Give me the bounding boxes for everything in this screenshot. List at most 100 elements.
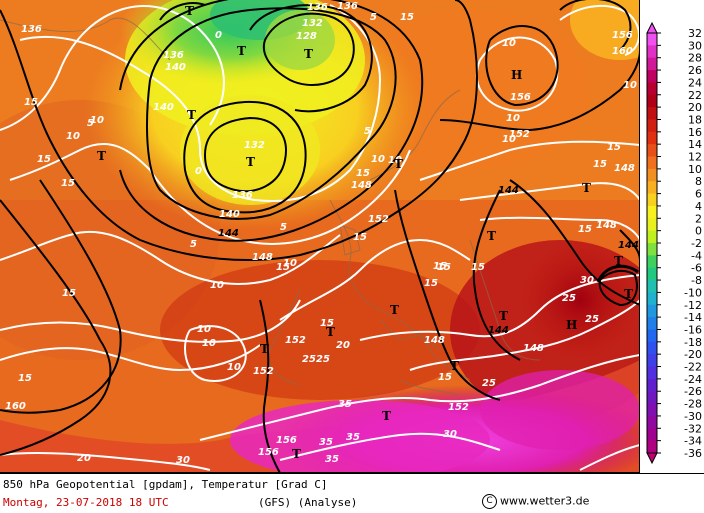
low-symbol: T: [624, 287, 633, 301]
legend-color-swatch: [647, 193, 657, 207]
isotherm-label: 35: [325, 454, 339, 465]
isotherm-label: 15: [424, 278, 438, 289]
legend-tick-label: -4: [691, 249, 702, 262]
geopotential-label: 132: [244, 140, 265, 151]
legend-tick-label: 0: [695, 225, 702, 238]
legend-color-swatch: [647, 317, 657, 330]
legend-color-swatch: [647, 243, 657, 256]
legend-tick-label: -2: [691, 237, 702, 250]
geopotential-label: 152: [448, 402, 469, 413]
geopotential-label-group: 136 140 136 132 128 136 140 136 132 140 …: [5, 1, 639, 458]
geopotential-label: 136: [337, 1, 358, 12]
geopotential-label: 136: [163, 50, 184, 61]
legend-tick-label: 20: [688, 101, 702, 114]
legend-tick-label: -32: [684, 422, 702, 435]
legend-color-swatch: [647, 181, 657, 195]
low-symbol: T: [292, 447, 301, 461]
isotherm-label: 15: [607, 142, 621, 153]
legend-tick-label: 24: [688, 76, 702, 89]
map-date: Montag, 23-07-2018 18 UTC: [3, 496, 169, 509]
geopotential-label: 160: [612, 46, 633, 57]
isotherm-label: 35: [346, 432, 360, 443]
map-footer: 850 hPa Geopotential [gpdam], Temperatur…: [0, 473, 704, 513]
isotherm-label: 15: [433, 261, 447, 272]
high-symbol: H: [511, 68, 522, 82]
legend-tick-label: 6: [695, 188, 702, 201]
isotherm-label: 30: [176, 455, 190, 466]
geopotential-label: 144: [498, 185, 519, 196]
isotherm-label: 35: [319, 437, 333, 448]
legend-tick-label: -30: [684, 410, 702, 423]
low-symbol: T: [614, 254, 623, 268]
isotherm-label: 30: [580, 275, 594, 286]
legend-color-swatch: [647, 428, 657, 442]
legend-color-swatch: [647, 378, 657, 392]
website-link[interactable]: www.wetter3.de: [500, 494, 590, 508]
isotherms: [0, 4, 639, 471]
legend-color-swatch: [647, 57, 657, 71]
isotherm-label: 15: [356, 168, 370, 179]
isotherm-label: 25: [302, 354, 316, 365]
geopotential-label: 148: [523, 343, 544, 354]
geopotential-label: 144: [218, 228, 239, 239]
legend-tick-label: -22: [684, 361, 702, 374]
isotherm-label: 15: [438, 372, 452, 383]
geopotential-label: 132: [302, 18, 323, 29]
geopotential-label: 136: [307, 2, 328, 13]
legend-color-swatch: [647, 131, 657, 145]
pressure-symbols: T T T T T T T T T T T T T T T T T H H T: [97, 4, 633, 461]
isotherm-label: 15: [353, 232, 367, 243]
geopotential-label: 128: [296, 31, 317, 42]
geopotential-label: 156: [258, 447, 279, 458]
geopotential-label: 148: [614, 163, 635, 174]
low-symbol: T: [394, 157, 403, 171]
isotherm-label: 10: [502, 134, 516, 145]
legend-color-swatch: [647, 329, 657, 343]
legend-tick-label: -24: [684, 373, 702, 386]
low-symbol: T: [390, 303, 399, 317]
legend-tick-label: 18: [688, 113, 702, 126]
isotherm-label: 5: [364, 126, 371, 137]
legend-color-swatch: [647, 354, 657, 368]
low-symbol: T: [237, 44, 246, 58]
legend-tick-label: 30: [688, 39, 702, 52]
isotherm-label: 10: [227, 362, 241, 373]
legend-tick-label: 16: [688, 126, 702, 139]
legend-tick-label: 4: [695, 200, 702, 213]
low-symbol: T: [260, 342, 269, 356]
legend-tick-label: 32: [688, 27, 702, 40]
isotherm-label: 35: [338, 399, 352, 410]
isotherm-label: 20: [77, 453, 91, 464]
isotherm-label: 15: [18, 373, 32, 384]
coastlines: [0, 17, 541, 396]
legend-color-swatch: [647, 45, 657, 59]
legend-color-swatch: [647, 144, 657, 158]
map-description: 850 hPa Geopotential [gpdam], Temperatur…: [3, 478, 328, 491]
low-outline: [596, 264, 639, 283]
isotherm-label: 25: [316, 354, 330, 365]
isotherm-label: 15: [400, 12, 414, 23]
legend-arrow-bottom: [646, 452, 658, 465]
legend-color-swatch: [647, 366, 657, 380]
isotherm-label: 5: [280, 222, 287, 233]
legend-tick-label: -18: [684, 336, 702, 349]
legend-arrow-top: [646, 21, 658, 34]
isotherm-label: 15: [61, 178, 75, 189]
isotherm-label: 10: [371, 154, 385, 165]
legend-tick-label: -26: [684, 385, 702, 398]
isotherm-label: 25: [585, 314, 599, 325]
isotherm-label: 15: [24, 97, 38, 108]
legend-tick-label: 26: [688, 64, 702, 77]
legend-color-swatch: [647, 33, 657, 46]
isotherm-label: 15: [320, 318, 334, 329]
geopotential-label: 136: [232, 190, 253, 201]
isotherm-label: 15: [593, 159, 607, 170]
isotherm-label: 0: [215, 30, 222, 41]
legend-tick-label: 2: [695, 212, 702, 225]
legend-color-swatch: [647, 107, 657, 120]
isotherm-label: 10: [66, 131, 80, 142]
legend-tick-label: -34: [684, 435, 702, 448]
geopotential-label: 136: [21, 24, 42, 35]
isotherm-label: 10: [202, 338, 216, 349]
legend-tick-label: -10: [684, 286, 702, 299]
